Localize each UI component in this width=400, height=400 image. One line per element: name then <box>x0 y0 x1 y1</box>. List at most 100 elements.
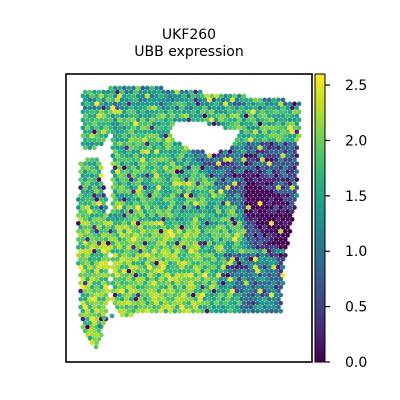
spot <box>115 201 120 206</box>
spot <box>216 185 221 190</box>
spot <box>135 237 141 242</box>
spot <box>280 248 286 254</box>
spot <box>128 296 134 302</box>
spot <box>144 133 150 139</box>
spot <box>174 153 180 159</box>
spot <box>126 141 132 147</box>
spot <box>96 121 102 127</box>
spot <box>227 213 233 218</box>
spot <box>117 117 123 123</box>
spot <box>154 117 159 123</box>
spot <box>75 244 81 250</box>
spot <box>144 229 150 234</box>
spot <box>89 244 95 250</box>
spot <box>140 244 146 250</box>
spot <box>117 85 123 91</box>
spot <box>80 252 86 258</box>
spot <box>119 153 125 159</box>
spot <box>87 129 93 135</box>
spot <box>138 264 143 270</box>
spot <box>207 153 212 159</box>
spot <box>292 125 297 131</box>
spot <box>280 129 286 135</box>
spot <box>200 181 205 186</box>
spot <box>289 129 295 135</box>
spot <box>151 296 157 302</box>
spot <box>85 117 90 123</box>
spot <box>151 240 157 246</box>
spot <box>80 244 86 250</box>
spot <box>266 185 272 190</box>
spot <box>154 205 159 210</box>
spot <box>98 165 104 171</box>
spot <box>253 137 258 143</box>
spot <box>220 113 226 119</box>
spot <box>200 165 205 171</box>
spot <box>147 161 152 167</box>
spot <box>94 173 100 178</box>
spot <box>234 201 240 206</box>
spot <box>188 256 194 262</box>
spot <box>172 149 178 155</box>
spot <box>195 252 201 258</box>
spot <box>269 133 274 139</box>
spot <box>202 177 208 182</box>
spot <box>101 97 106 103</box>
spot <box>188 193 194 198</box>
spot <box>156 233 162 238</box>
spot <box>89 284 95 290</box>
spot <box>115 209 120 214</box>
spot <box>115 288 120 294</box>
spot <box>246 260 251 266</box>
spot <box>98 308 104 314</box>
spot <box>115 137 120 143</box>
spot <box>243 137 249 143</box>
spot <box>154 101 159 107</box>
spot <box>278 197 284 202</box>
spot <box>253 193 258 198</box>
spot <box>138 248 143 254</box>
spot <box>126 308 132 314</box>
spot <box>269 165 274 171</box>
spot <box>115 185 120 190</box>
spot <box>289 217 295 222</box>
spot <box>213 284 219 290</box>
spot <box>202 113 208 119</box>
spot <box>259 109 265 115</box>
spot <box>239 280 244 286</box>
spot <box>232 229 238 234</box>
spot <box>200 292 205 298</box>
spot <box>239 304 244 310</box>
spot <box>110 145 116 151</box>
spot <box>115 272 120 278</box>
spot <box>207 304 212 310</box>
spot <box>172 229 178 234</box>
spot <box>142 89 148 95</box>
spot <box>204 300 210 306</box>
spot <box>131 141 136 147</box>
spot <box>119 240 125 246</box>
spot <box>82 137 88 143</box>
spot <box>282 205 288 210</box>
spot <box>202 288 208 294</box>
spot <box>257 129 263 135</box>
spot <box>126 284 132 290</box>
spot <box>181 165 187 171</box>
spot <box>119 145 125 151</box>
spot <box>126 237 132 242</box>
spot <box>124 145 129 151</box>
spot <box>220 97 226 103</box>
spot <box>184 240 189 246</box>
spot <box>115 169 120 174</box>
spot <box>273 157 279 163</box>
spot <box>98 284 104 290</box>
spot <box>287 229 293 234</box>
spot <box>121 165 127 171</box>
spot <box>186 276 192 282</box>
spot <box>243 145 249 151</box>
spot <box>87 328 93 334</box>
spot <box>78 312 83 318</box>
spot <box>124 264 129 270</box>
spot <box>110 129 116 135</box>
spot <box>262 280 267 286</box>
